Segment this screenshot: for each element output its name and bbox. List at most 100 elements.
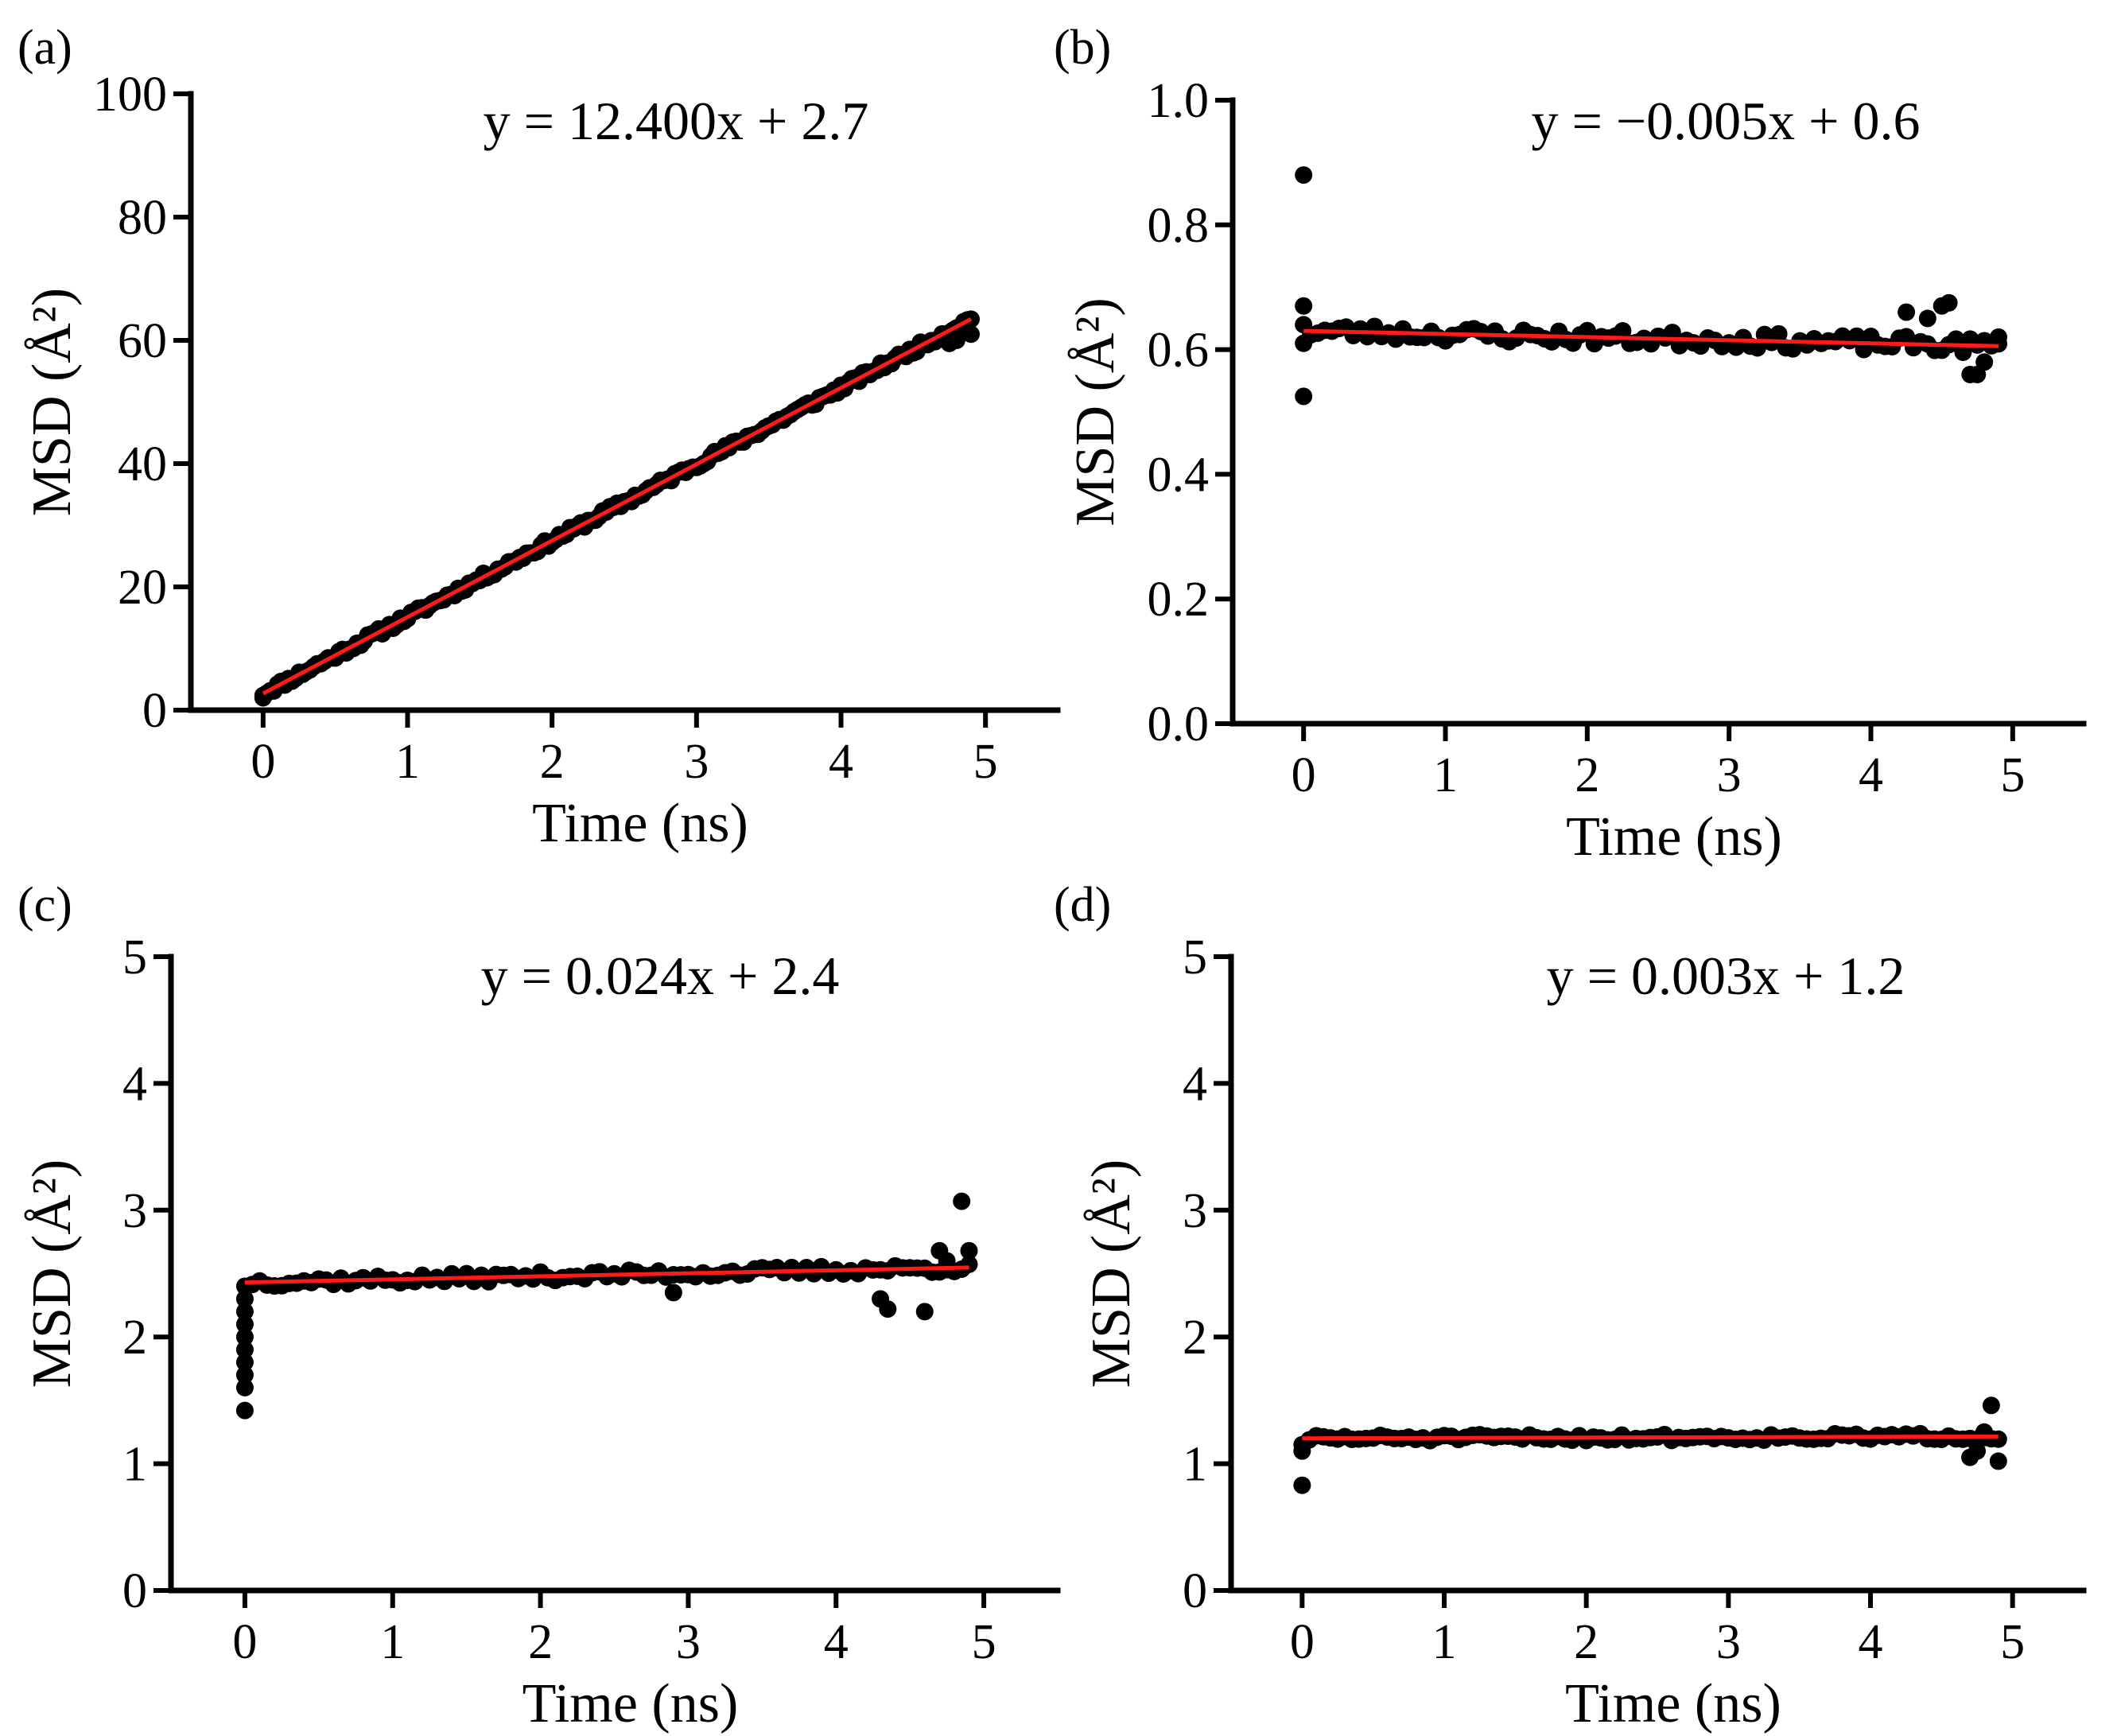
- fit-line: [1303, 328, 1999, 348]
- x-tick-label: 0: [1292, 748, 1316, 802]
- x-tick-label: 3: [684, 735, 709, 789]
- data-point: [1295, 387, 1313, 406]
- x-tick-label: 5: [2000, 748, 2025, 802]
- data-point: [235, 1353, 254, 1372]
- data-point: [1769, 324, 1788, 343]
- x-tick-label: 4: [824, 1615, 849, 1669]
- y-tick-label: 0: [122, 1564, 147, 1618]
- data-point: [962, 325, 980, 344]
- data-point: [1898, 303, 1916, 321]
- panel-c: (c) 0 1 2 3 4 5 0 1 2 3 4 5 Time (ns) MSD (Å²) y = 0.02…: [17, 878, 1061, 1734]
- y-tick-label: 2: [122, 1311, 147, 1365]
- y-axis-title: MSD (Å²): [21, 1159, 83, 1388]
- y-tick-label: 1.0: [1148, 74, 1210, 128]
- x-tick-label: 2: [528, 1615, 553, 1669]
- y-tick-label: 0.8: [1148, 199, 1210, 253]
- y-tick-label: 40: [118, 437, 167, 491]
- data-point: [947, 332, 965, 349]
- data-point: [235, 1277, 254, 1295]
- data-point: [1663, 324, 1681, 342]
- y-tick-label: 5: [122, 930, 147, 985]
- data-point: [235, 1290, 254, 1308]
- data-point: [1293, 1476, 1311, 1494]
- x-tick-label: 2: [1575, 748, 1599, 802]
- fit-line: [1302, 1434, 1999, 1441]
- y-tick-label: 100: [93, 68, 167, 122]
- y-tick-label: 2: [1183, 1311, 1207, 1365]
- x-tick-label: 1: [1433, 748, 1458, 802]
- x-tick-label: 5: [972, 1615, 996, 1669]
- data-points: [1295, 166, 2007, 406]
- y-tick-label: 20: [118, 561, 167, 615]
- x-tick-label: 4: [1859, 1615, 1883, 1669]
- y-tick-label: 60: [118, 314, 167, 368]
- x-tick-label: 2: [540, 735, 565, 789]
- y-tick-label: 80: [118, 191, 167, 245]
- data-point: [1578, 321, 1596, 340]
- data-point: [1847, 327, 1866, 345]
- data-point: [960, 1241, 978, 1260]
- y-tick-label: 0: [1183, 1564, 1207, 1618]
- data-point: [915, 1303, 934, 1321]
- data-point: [235, 1341, 254, 1359]
- data-point: [953, 1192, 971, 1210]
- y-tick-label: 4: [1183, 1057, 1207, 1111]
- data-point: [254, 689, 272, 707]
- data-point: [1990, 328, 2007, 346]
- data-point: [235, 1378, 254, 1396]
- x-tick-label: 3: [1716, 1615, 1741, 1669]
- x-axis-title: Time (ns): [522, 1673, 739, 1734]
- x-tick-label: 4: [829, 735, 853, 789]
- y-tick-label: 1: [122, 1438, 147, 1492]
- y-tick-label: 5: [1183, 930, 1207, 985]
- fit-equation: y = 0.024x + 2.4: [481, 946, 840, 1006]
- y-tick-label: 0.6: [1148, 324, 1210, 378]
- x-tick-label: 0: [232, 1615, 257, 1669]
- data-point: [235, 1366, 254, 1385]
- data-point: [1295, 297, 1313, 315]
- x-axis-title: Time (ns): [1566, 806, 1782, 868]
- panel-b: (b) 0.0 0.2 0.4 0.6 0.8 1.0 0 1 2 3 4 5 Time (ns) MSD …: [1054, 21, 2087, 868]
- y-axis-title: MSD (Å²): [1081, 1159, 1142, 1388]
- x-tick-label: 5: [2000, 1615, 2025, 1669]
- x-tick-label: 1: [395, 735, 420, 789]
- x-tick-label: 5: [973, 735, 998, 789]
- x-tick-label: 4: [1859, 748, 1883, 802]
- y-tick-label: 0.2: [1148, 573, 1210, 627]
- x-axis-title: Time (ns): [532, 793, 748, 854]
- y-axis-title: MSD (Å²): [1065, 297, 1126, 526]
- y-axis-title: MSD (Å²): [21, 288, 83, 516]
- panel-label-b: (b): [1054, 21, 1111, 75]
- data-point: [1295, 166, 1313, 184]
- fit-equation: y = 12.400x + 2.7: [484, 91, 869, 151]
- data-point: [1989, 1452, 2007, 1470]
- data-point: [1968, 1442, 1986, 1460]
- data-point: [1748, 339, 1766, 357]
- data-point: [938, 1252, 956, 1270]
- x-tick-label: 1: [380, 1615, 405, 1669]
- x-tick-label: 0: [1290, 1615, 1315, 1669]
- x-tick-label: 0: [251, 735, 275, 789]
- fit-line: [262, 317, 973, 696]
- x-tick-label: 1: [1432, 1615, 1457, 1669]
- data-point: [1975, 353, 1994, 371]
- y-tick-label: 1: [1183, 1438, 1207, 1492]
- data-point: [1295, 334, 1313, 352]
- x-tick-label: 3: [676, 1615, 701, 1669]
- fit-equation: y = −0.005x + 0.6: [1531, 91, 1920, 151]
- data-points: [1293, 1396, 2007, 1494]
- x-tick-label: 2: [1574, 1615, 1599, 1669]
- y-tick-label: 4: [122, 1057, 147, 1111]
- data-point: [1982, 1396, 2000, 1415]
- x-tick-label: 3: [1717, 748, 1742, 802]
- data-point: [664, 1284, 682, 1302]
- panel-label-a: (a): [17, 21, 72, 75]
- y-tick-label: 3: [122, 1184, 147, 1238]
- panel-label-d: (d): [1054, 878, 1111, 932]
- data-point: [235, 1401, 254, 1419]
- y-tick-label: 0.4: [1148, 448, 1210, 502]
- data-point: [235, 1328, 254, 1346]
- data-point: [235, 1315, 254, 1334]
- data-point: [1918, 309, 1936, 328]
- data-point: [879, 1300, 897, 1319]
